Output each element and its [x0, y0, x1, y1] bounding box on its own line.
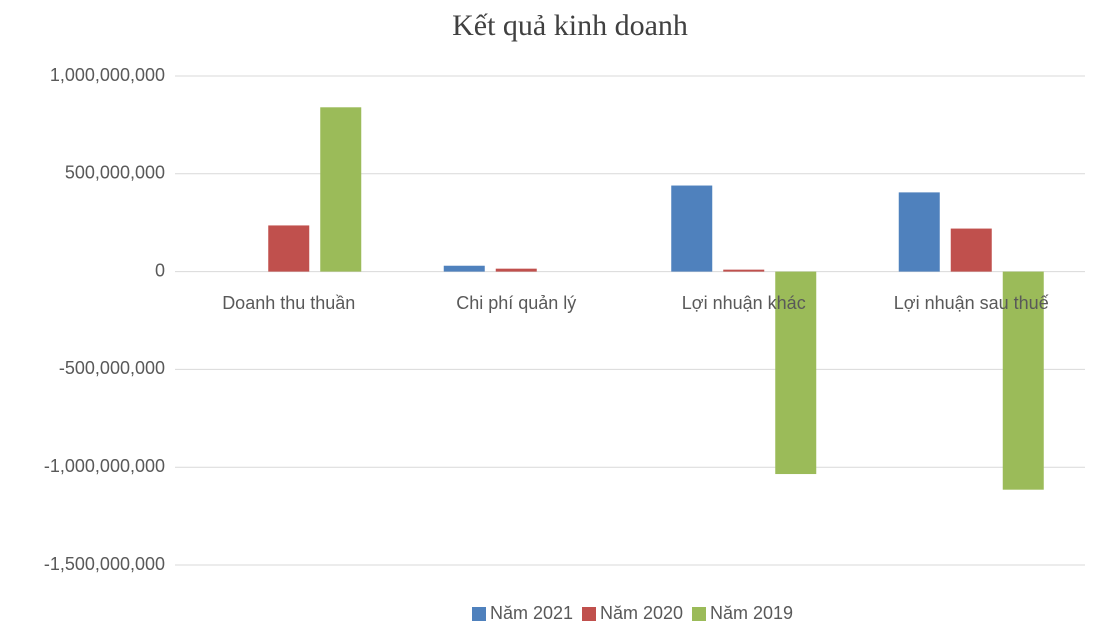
bar — [1002, 271, 1044, 490]
bar — [320, 107, 362, 272]
bar — [950, 228, 992, 272]
y-tick-label: 1,000,000,000 — [50, 65, 165, 85]
y-tick-label: 500,000,000 — [65, 163, 165, 183]
legend-swatch — [472, 607, 486, 621]
y-tick-label: -1,500,000,000 — [44, 554, 165, 574]
y-tick-label: 0 — [155, 260, 165, 280]
y-tick-label: -500,000,000 — [59, 358, 165, 378]
legend-label: Năm 2020 — [600, 603, 683, 623]
bar — [671, 185, 713, 272]
legend-swatch — [582, 607, 596, 621]
legend-swatch — [692, 607, 706, 621]
x-tick-label: Doanh thu thuần — [222, 293, 355, 313]
bar — [775, 271, 817, 475]
bar — [723, 269, 765, 272]
legend-label: Năm 2021 — [490, 603, 573, 623]
y-tick-label: -1,000,000,000 — [44, 456, 165, 476]
bar — [268, 225, 310, 272]
bar — [443, 265, 485, 272]
x-tick-label: Lợi nhuận khác — [682, 293, 806, 313]
bar — [898, 192, 940, 272]
legend-label: Năm 2019 — [710, 603, 793, 623]
bar — [495, 268, 537, 272]
chart-title: Kết quả kinh doanh — [452, 9, 688, 42]
x-tick-label: Lợi nhuận sau thuế — [894, 293, 1049, 313]
x-tick-label: Chi phí quản lý — [456, 293, 576, 313]
